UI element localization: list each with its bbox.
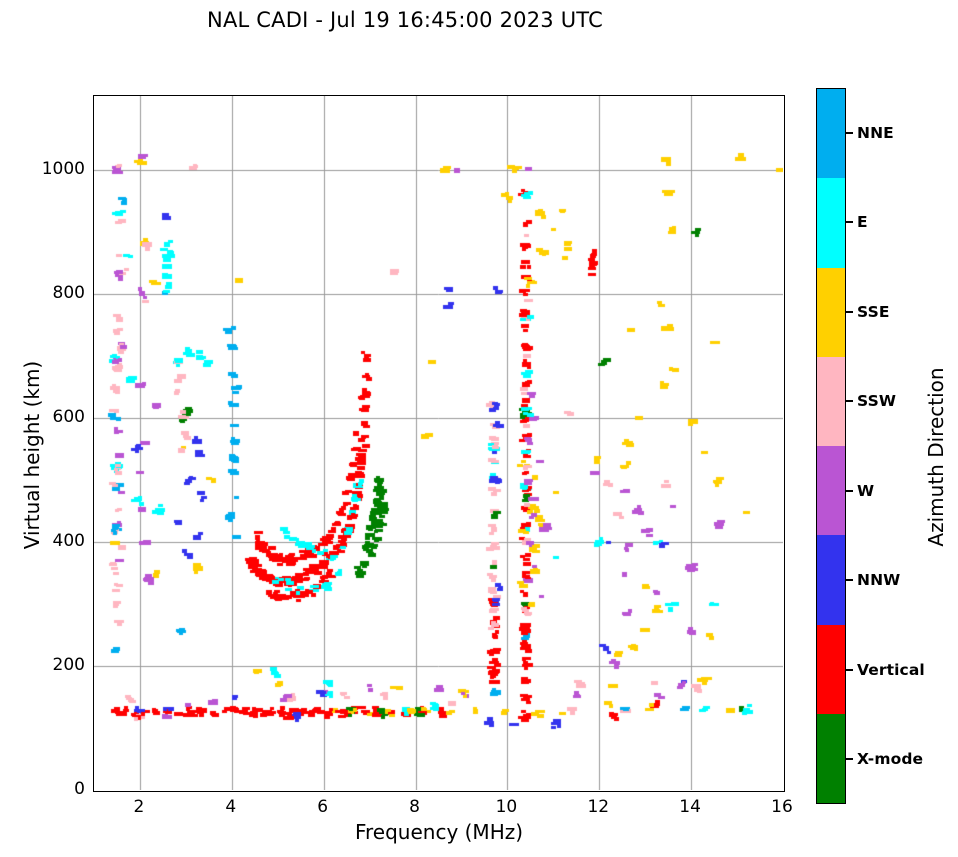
y-tick-label: 0	[74, 779, 85, 799]
colorbar-segment-vertical	[817, 624, 845, 714]
colorbar-segment-e	[817, 178, 845, 268]
colorbar-tick-e: E	[846, 213, 868, 231]
x-axis-label: Frequency (MHz)	[354, 820, 524, 844]
colorbar	[816, 88, 846, 804]
colorbar-tick-label: NNW	[857, 571, 901, 590]
colorbar-tick-label: SSW	[857, 392, 897, 411]
colorbar-tick-mark-icon	[846, 579, 853, 582]
y-axis-tick-labels: 0 200 400 600 800 1000	[0, 95, 85, 799]
colorbar-tick-mark-icon	[846, 489, 853, 492]
colorbar-tick-label: E	[857, 213, 868, 232]
colorbar-segment-x-mode	[817, 713, 845, 803]
colorbar-tick-nnw: NNW	[846, 571, 900, 589]
x-tick-label: 16	[771, 797, 793, 817]
y-tick-label: 400	[52, 531, 85, 552]
y-tick-label: 1000	[41, 159, 85, 180]
colorbar-tick-label: W	[857, 481, 875, 500]
x-tick-label: 14	[679, 797, 701, 817]
colorbar-tick-w: W	[846, 482, 874, 500]
colorbar-segment-nne	[817, 89, 845, 179]
colorbar-title: Azimuth Direction	[924, 367, 948, 547]
y-axis-label: Virtual height (km)	[20, 360, 44, 550]
colorbar-tick-x-mode: X-mode	[846, 750, 923, 768]
colorbar-tick-labels: NNE E SSE SSW W NNW Vertical X-mode	[846, 88, 956, 804]
colorbar-tick-mark-icon	[846, 758, 853, 761]
colorbar-tick-ssw: SSW	[846, 392, 896, 410]
colorbar-tick-sse: SSE	[846, 303, 890, 321]
y-tick-label: 200	[52, 655, 85, 676]
y-tick-label: 600	[52, 407, 85, 428]
colorbar-segment-nnw	[817, 535, 845, 625]
colorbar-tick-mark-icon	[846, 221, 853, 224]
colorbar-segment-w	[817, 446, 845, 536]
x-tick-label: 6	[317, 797, 329, 817]
plot-area	[93, 95, 785, 792]
x-tick-label: 10	[495, 797, 518, 817]
x-axis-tick-labels: 2 4 6 8 10 12 14 16	[93, 795, 793, 825]
colorbar-tick-label: NNE	[857, 123, 894, 142]
colorbar-segment-ssw	[817, 356, 845, 446]
x-tick-label: 8	[409, 797, 420, 817]
colorbar-tick-label: SSE	[857, 302, 890, 321]
colorbar-tick-nne: NNE	[846, 124, 894, 142]
colorbar-tick-mark-icon	[846, 400, 853, 403]
colorbar-tick-label: X-mode	[857, 750, 924, 769]
y-tick-label: 800	[52, 283, 85, 304]
ionogram-scatter-canvas	[94, 96, 783, 790]
colorbar-tick-label: Vertical	[857, 660, 925, 679]
colorbar-tick-mark-icon	[846, 668, 853, 671]
colorbar-segment-sse	[817, 267, 845, 357]
x-tick-label: 2	[133, 797, 145, 817]
colorbar-tick-mark-icon	[846, 131, 853, 134]
x-tick-label: 12	[587, 797, 610, 817]
page-title: NAL CADI - Jul 19 16:45:00 2023 UTC	[207, 8, 603, 32]
colorbar-tick-mark-icon	[846, 310, 853, 313]
colorbar-tick-vertical: Vertical	[846, 661, 925, 679]
x-tick-label: 4	[225, 797, 237, 817]
